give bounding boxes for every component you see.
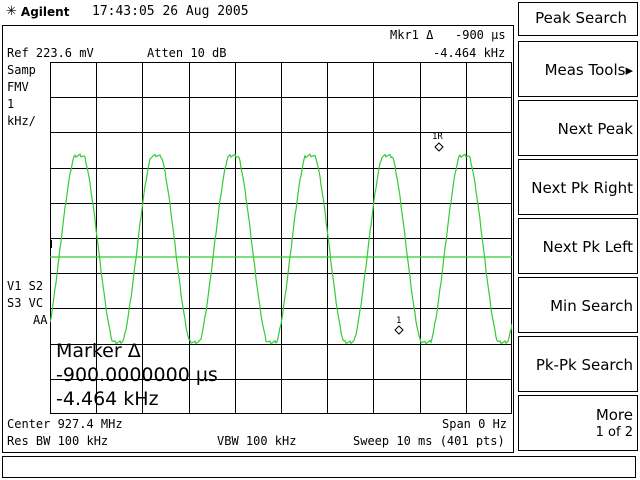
meas-tools-label: Meas Tools▸ (544, 61, 633, 79)
span: Span 0 Hz (442, 417, 508, 431)
graticule: 1R 1 (50, 62, 512, 414)
next-pk-right-button[interactable]: Next Pk Right (518, 159, 638, 215)
scale-unit: kHz/ (7, 114, 36, 128)
center-frequency: Center 927.4 MHz (7, 417, 123, 431)
softkey-menu-title: Peak Search (518, 2, 638, 36)
trace-waveform (50, 153, 512, 345)
marker-readout-freq: -4.464 kHz (56, 388, 159, 410)
softkey-title-label: Peak Search (535, 9, 627, 27)
marker-top-label: Mkr1 Δ (390, 28, 434, 42)
demod-label: FMV (7, 80, 29, 94)
more-label: More (595, 406, 633, 424)
meas-tools-button[interactable]: Meas Tools▸ (518, 41, 638, 97)
min-search-label: Min Search (550, 297, 633, 315)
marker-readout-title: Marker Δ (56, 340, 141, 362)
softkey-panel: Peak Search Meas Tools▸ Next Peak Next P… (518, 2, 638, 452)
agilent-logo: ✳ Agilent (6, 4, 69, 19)
brand-name: Agilent (20, 4, 70, 19)
status-bar (2, 456, 636, 478)
pk-pk-search-button[interactable]: Pk-Pk Search (518, 336, 638, 392)
marker-top-time: -900 µs (455, 28, 506, 42)
next-pk-right-label: Next Pk Right (531, 179, 633, 197)
sweep-time: Sweep 10 ms (401 pts) (353, 434, 505, 448)
trace-annotation-1: V1 S2 (7, 279, 44, 293)
detector-label: Samp (7, 63, 36, 77)
ref-marker-diamond (434, 142, 444, 152)
delta-marker-label: 1 (396, 316, 401, 326)
marker-top-freq: -4.464 kHz (433, 46, 506, 60)
video-bandwidth: VBW 100 kHz (217, 434, 297, 448)
more-page-label: 1 of 2 (595, 425, 633, 440)
next-pk-left-button[interactable]: Next Pk Left (518, 218, 638, 274)
next-peak-label: Next Peak (557, 120, 633, 138)
marker-readout-time: -900.0000000 µs (56, 364, 218, 386)
more-button[interactable]: More 1 of 2 (518, 395, 638, 451)
delta-marker-diamond (394, 325, 404, 335)
resolution-bandwidth: Res BW 100 kHz (7, 434, 109, 448)
next-pk-left-label: Next Pk Left (542, 238, 633, 256)
min-search-button[interactable]: Min Search (518, 277, 638, 333)
next-peak-button[interactable]: Next Peak (518, 100, 638, 156)
ref-level: Ref 223.6 mV (7, 46, 94, 60)
attenuation: Atten 10 dB (147, 46, 227, 60)
agilent-spark-icon: ✳ (6, 4, 17, 19)
date-time: 17:43:05 26 Aug 2005 (92, 4, 249, 19)
pk-pk-search-label: Pk-Pk Search (535, 356, 633, 374)
ref-marker-label: 1R (432, 132, 443, 142)
analyzer-screen (2, 25, 514, 453)
trace-annotation-2: S3 VC (7, 296, 44, 310)
trace-annotation-3: AA (33, 313, 48, 327)
scale-value: 1 (7, 97, 15, 111)
display-line-left-marker (50, 240, 52, 248)
